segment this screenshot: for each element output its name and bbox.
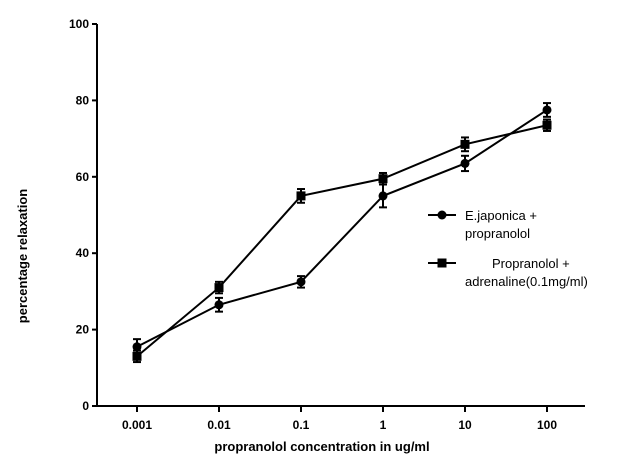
- data-point: [296, 277, 306, 287]
- legend-label: E.japonica +: [465, 208, 537, 223]
- y-tick-label: 0: [82, 399, 89, 413]
- data-point: [378, 191, 388, 201]
- axes: 0 20 40 60 80 100 0.001 0.01 0.1 1 10 100: [69, 17, 585, 432]
- data-point: [132, 351, 142, 361]
- legend-item-1: E.japonica + propranolol: [428, 208, 537, 241]
- x-tick-label: 10: [458, 418, 472, 432]
- legend-marker: [437, 258, 447, 268]
- x-axis-title: propranolol concentration in ug/ml: [214, 439, 429, 454]
- x-tick-label: 100: [537, 418, 557, 432]
- data-point: [460, 158, 470, 168]
- x-tick-label: 0.001: [122, 418, 152, 432]
- data-point: [296, 191, 306, 201]
- x-tick-label: 1: [380, 418, 387, 432]
- y-tick-label: 60: [76, 170, 90, 184]
- series-line: [136, 124, 548, 358]
- data-point: [132, 342, 142, 352]
- legend: E.japonica + propranolol Propranolol + adre…: [428, 208, 588, 289]
- data-point: [542, 120, 552, 130]
- legend-label: adrenaline(0.1mg/ml): [465, 274, 588, 289]
- legend-label: Propranolol +: [492, 256, 570, 271]
- series-line: [136, 109, 548, 348]
- data-point: [214, 283, 224, 293]
- x-tick-label: 0.01: [207, 418, 231, 432]
- y-tick-label: 20: [76, 323, 90, 337]
- data-point: [214, 300, 224, 310]
- y-tick-label: 80: [76, 93, 90, 107]
- y-tick-label: 100: [69, 17, 89, 31]
- y-tick-label: 40: [76, 246, 90, 260]
- series-2: [132, 118, 552, 364]
- data-point: [378, 174, 388, 184]
- legend-marker: [437, 210, 447, 220]
- legend-item-2: Propranolol + adrenaline(0.1mg/ml): [428, 256, 588, 289]
- data-point: [460, 139, 470, 149]
- y-axis-title: percentage relaxation: [15, 189, 30, 323]
- data-point: [542, 105, 552, 115]
- legend-label: propranolol: [465, 226, 530, 241]
- x-tick-label: 0.1: [293, 418, 310, 432]
- series-layer: [132, 102, 552, 364]
